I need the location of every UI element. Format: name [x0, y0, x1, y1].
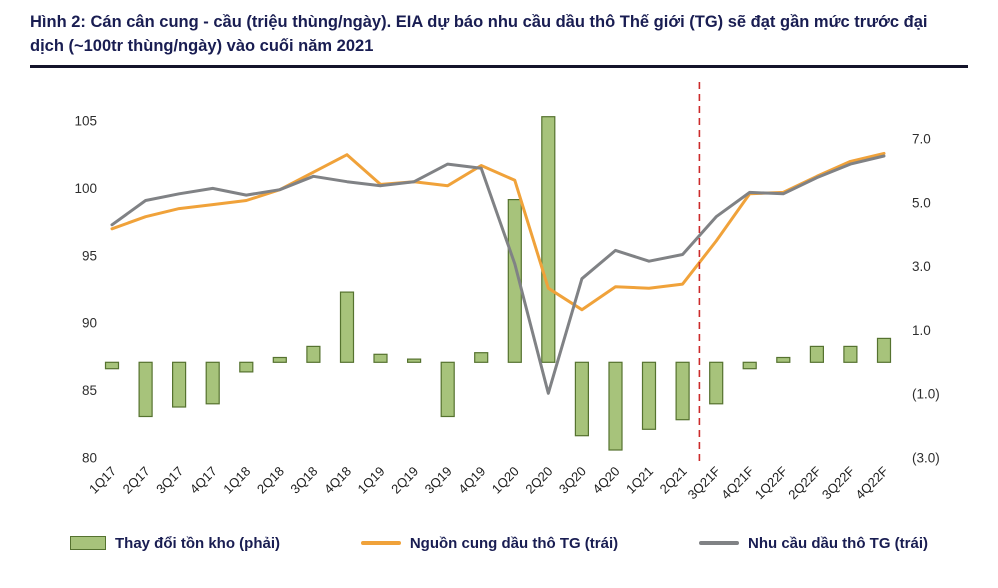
- svg-text:3Q22F: 3Q22F: [819, 463, 858, 502]
- svg-text:4Q19: 4Q19: [455, 463, 488, 496]
- svg-text:1Q21: 1Q21: [623, 463, 656, 496]
- svg-text:2Q17: 2Q17: [120, 463, 153, 496]
- svg-text:1Q20: 1Q20: [489, 463, 522, 496]
- svg-text:85: 85: [82, 383, 97, 398]
- svg-text:(1.0): (1.0): [912, 387, 940, 402]
- legend-label-inventory-change: Thay đổi tồn kho (phải): [115, 534, 280, 552]
- svg-text:105: 105: [74, 113, 97, 128]
- legend-item-demand: Nhu cầu dầu thô TG (trái): [699, 535, 928, 552]
- svg-text:100: 100: [74, 181, 97, 196]
- svg-text:2Q19: 2Q19: [388, 463, 421, 496]
- legend-swatch-demand: [699, 541, 739, 546]
- legend-swatch-bar: [70, 536, 106, 551]
- svg-text:1Q22F: 1Q22F: [752, 463, 791, 502]
- svg-text:7.0: 7.0: [912, 131, 931, 146]
- legend-label-demand: Nhu cầu dầu thô TG (trái): [748, 534, 928, 552]
- chart-legend: Thay đổi tồn kho (phải) Nguồn cung dầu t…: [0, 535, 998, 552]
- legend-item-inventory-change: Thay đổi tồn kho (phải): [70, 535, 280, 552]
- svg-text:3Q18: 3Q18: [287, 463, 320, 496]
- svg-text:3Q17: 3Q17: [153, 463, 186, 496]
- svg-text:2Q22F: 2Q22F: [785, 463, 824, 502]
- legend-label-supply: Nguồn cung dầu thô TG (trái): [409, 534, 619, 552]
- svg-text:4Q17: 4Q17: [187, 463, 220, 496]
- svg-text:4Q18: 4Q18: [321, 463, 354, 496]
- svg-text:3Q21F: 3Q21F: [685, 463, 724, 502]
- svg-text:(3.0): (3.0): [912, 450, 940, 465]
- svg-text:80: 80: [82, 450, 97, 465]
- svg-text:1Q17: 1Q17: [86, 463, 119, 496]
- svg-text:1Q18: 1Q18: [220, 463, 253, 496]
- svg-text:95: 95: [82, 248, 97, 263]
- supply-demand-combo-chart: 105 100 95 90 85 80 7.0 5.0 3.0 1.0 (1.0) (3.0) 1Q17…: [74, 81, 940, 502]
- svg-text:4Q22F: 4Q22F: [852, 463, 891, 502]
- svg-text:2Q18: 2Q18: [254, 463, 287, 496]
- svg-text:5.0: 5.0: [912, 195, 931, 210]
- svg-text:4Q20: 4Q20: [589, 463, 622, 496]
- svg-text:1Q19: 1Q19: [355, 463, 388, 496]
- title-divider: [30, 64, 968, 68]
- svg-text:2Q20: 2Q20: [522, 463, 555, 496]
- legend-swatch-supply: [360, 541, 401, 546]
- svg-text:3Q20: 3Q20: [556, 463, 589, 496]
- svg-text:4Q21F: 4Q21F: [718, 463, 757, 502]
- figure-title: Hình 2: Cán cân cung - cầu (triệu thùng/…: [30, 13, 928, 55]
- legend-item-supply: Nguồn cung dầu thô TG (trái): [360, 534, 619, 552]
- svg-text:1.0: 1.0: [912, 323, 931, 338]
- svg-text:3.0: 3.0: [912, 259, 931, 274]
- svg-text:90: 90: [82, 316, 97, 331]
- svg-text:3Q19: 3Q19: [422, 463, 455, 496]
